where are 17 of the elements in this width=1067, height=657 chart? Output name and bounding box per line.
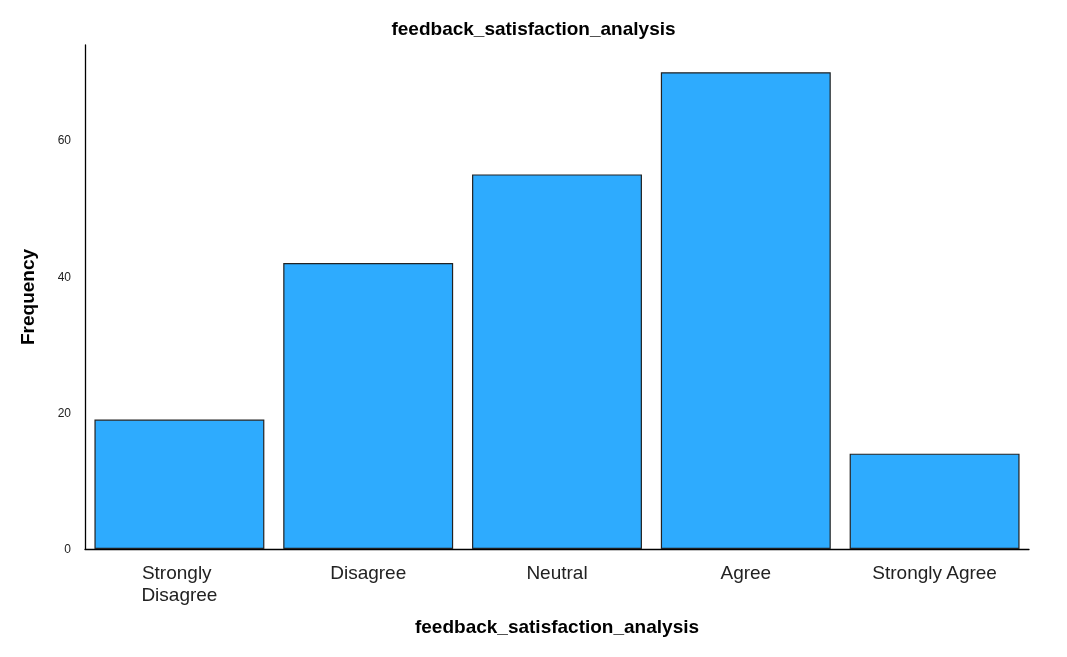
x-tick-label: Strongly Agree xyxy=(872,561,997,583)
bar xyxy=(94,419,265,549)
y-tick-label: 20 xyxy=(57,405,72,420)
chart-title: feedback_satisfaction_analysis xyxy=(391,18,676,39)
x-tick-label: Disagree xyxy=(330,561,407,583)
x-tick-label: Agree xyxy=(720,561,772,583)
bar xyxy=(849,453,1020,549)
y-tick-label: 0 xyxy=(64,542,72,556)
x-axis-title: feedback_satisfaction_analysis xyxy=(414,616,700,637)
x-tick-label: Neutral xyxy=(526,561,588,583)
bar xyxy=(660,72,831,549)
y-tick-label: 40 xyxy=(57,269,72,284)
bar xyxy=(283,262,454,549)
y-axis-title: Frequency xyxy=(17,248,38,346)
bar xyxy=(472,174,642,549)
x-tick-label: Strongly Disagree xyxy=(141,561,218,605)
y-tick-label: 60 xyxy=(57,133,72,148)
